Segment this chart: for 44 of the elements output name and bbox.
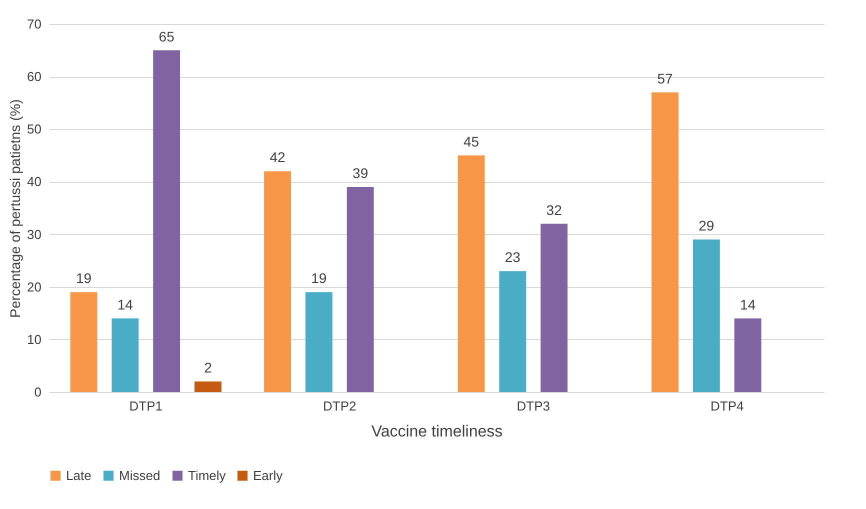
y-tick-label: 0: [34, 384, 42, 400]
data-label: 14: [117, 296, 134, 312]
data-label: 42: [270, 149, 286, 166]
data-label: 19: [76, 270, 92, 286]
data-label: 45: [463, 133, 480, 150]
legend-label: Early: [253, 468, 284, 483]
legend-label: Missed: [119, 468, 160, 483]
data-label: 29: [698, 218, 714, 234]
bar: [346, 186, 374, 392]
x-axis-title: Vaccine timeliness: [371, 424, 503, 440]
data-label: 65: [158, 28, 175, 44]
y-tick-label: 20: [27, 279, 42, 294]
bar: [153, 50, 180, 392]
data-label: 39: [352, 164, 368, 181]
data-label: 23: [504, 249, 521, 266]
bar: [70, 292, 98, 392]
x-tick-label: DTP4: [710, 398, 744, 414]
bar: [734, 318, 762, 392]
bar: [194, 381, 222, 392]
data-label: 19: [311, 270, 327, 286]
y-tick-label: 70: [27, 16, 42, 32]
bar: [305, 292, 332, 392]
y-tick-label: 10: [27, 332, 42, 347]
data-label: 14: [740, 296, 756, 312]
data-label: 2: [204, 359, 212, 376]
bar: [540, 224, 568, 392]
data-label: 32: [546, 202, 562, 218]
y-tick-label: 40: [27, 174, 42, 190]
bar: [458, 155, 485, 392]
x-tick-label: DTP1: [129, 398, 162, 414]
legend-label: Late: [66, 468, 92, 483]
bar: [112, 318, 139, 392]
y-tick-label: 30: [27, 226, 42, 242]
bar: [692, 240, 720, 392]
legend-label: Timely: [188, 468, 226, 483]
bar: [264, 171, 291, 392]
y-tick-label: 50: [27, 122, 42, 137]
bar: [652, 92, 678, 392]
bar: [499, 271, 526, 392]
data-label: 57: [657, 70, 674, 86]
x-tick-label: DTP2: [323, 398, 356, 414]
y-axis-title: Percentage of pertussi patietns (%): [7, 99, 24, 318]
x-tick-label: DTP3: [516, 398, 550, 414]
y-tick-label: 60: [27, 69, 42, 84]
